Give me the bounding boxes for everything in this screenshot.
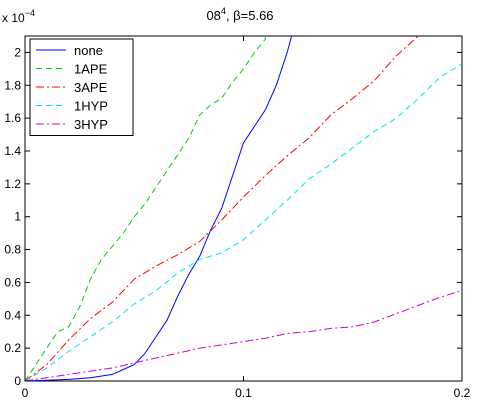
legend-label-3ape: 3APE <box>74 80 108 95</box>
svg-text:084, β=5.66: 084, β=5.66 <box>206 6 273 23</box>
x-tick-label: 0 <box>22 386 29 400</box>
series-line-1ape <box>25 36 266 381</box>
y-tick-label: 0.4 <box>4 308 21 322</box>
title-superscript: 4 <box>221 6 226 16</box>
legend-label-none: none <box>74 43 103 58</box>
y-tick-label: 2 <box>14 45 21 59</box>
y-tick-label: 0.8 <box>4 243 21 257</box>
y-tick-label: 1.6 <box>4 111 21 125</box>
multiplier-exponent: −4 <box>25 8 35 18</box>
chart-title: 084, β=5.66 <box>206 6 273 23</box>
series-line-3ape <box>25 36 419 381</box>
legend-label-1hyp: 1HYP <box>74 99 108 114</box>
y-tick-label: 0.2 <box>4 341 21 355</box>
x-tick-label: 0.2 <box>454 386 471 400</box>
axis-ticks: 0 0.1 0.2 0 0.2 0.4 0.6 0.8 1 1.2 1.4 1.6 1.8 2 <box>4 36 471 400</box>
y-axis-multiplier: x 10−4 <box>2 8 35 25</box>
multiplier-base: x 10 <box>2 11 25 25</box>
legend: none 1APE 3APE 1HYP 3HYP <box>29 38 134 136</box>
y-tick-label: 0.6 <box>4 275 21 289</box>
y-tick-label: 1.4 <box>4 144 21 158</box>
series-layer <box>25 36 462 381</box>
title-suffix: , β=5.66 <box>226 8 274 23</box>
y-tick-label: 0 <box>14 374 21 388</box>
series-line-1hyp <box>25 63 462 381</box>
title-prefix: 08 <box>206 8 220 23</box>
series-line-3hyp <box>25 290 462 381</box>
legend-label-3hyp: 3HYP <box>74 117 108 132</box>
series-line-none <box>25 36 293 381</box>
svg-text:x 10−4: x 10−4 <box>2 8 35 25</box>
legend-label-1ape: 1APE <box>74 62 108 77</box>
y-tick-label: 1 <box>14 210 21 224</box>
x-tick-label: 0.1 <box>235 386 252 400</box>
y-tick-label: 1.8 <box>4 78 21 92</box>
y-tick-label: 1.2 <box>4 177 21 191</box>
